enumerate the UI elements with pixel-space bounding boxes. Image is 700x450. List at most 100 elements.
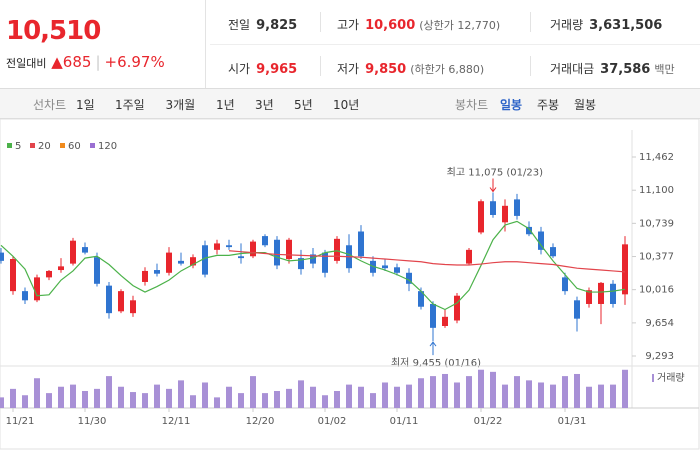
candle-body — [358, 231, 364, 257]
volume-bar — [538, 382, 544, 408]
stat-value: 3,631,506 — [589, 18, 663, 33]
volume-bar — [286, 388, 292, 408]
price: 10,510 — [6, 16, 101, 46]
tab[interactable]: 1주일 — [115, 98, 145, 112]
candle-body — [118, 291, 124, 312]
x-tick-label: 11/21 — [6, 416, 35, 427]
candle-body — [106, 285, 112, 314]
volume-bar — [154, 384, 160, 408]
legend-swatch — [30, 143, 35, 148]
tab-group-label: 봉차트 — [455, 98, 489, 112]
tab-bar: 선차트 1일 1주일 3개월 1년 3년 5년 10년 봉차트 일봉 주봉 월봉 — [0, 89, 700, 119]
legend-label: 60 — [68, 141, 81, 152]
legend-swatch — [90, 143, 95, 148]
stat-value: 9,850 — [365, 62, 407, 77]
volume-bar — [442, 373, 448, 408]
volume-bar — [622, 369, 628, 408]
stat-label: 거래대금 — [550, 62, 595, 76]
legend-label: 5 — [15, 141, 21, 152]
candle-body — [490, 201, 496, 215]
stats-row: 시가 9,965 저가 9,850 (하한가 6,880) 거래대금 37,586 백만 — [210, 46, 700, 90]
stat-value: 10,600 — [365, 18, 416, 33]
candle-body — [610, 283, 616, 304]
y-tick-label: 9,293 — [645, 351, 674, 362]
x-tick-label: 01/02 — [318, 416, 347, 427]
volume-bar — [322, 395, 328, 408]
candle-body — [0, 252, 4, 261]
candle-body — [310, 254, 316, 264]
volume-bar — [130, 392, 136, 408]
tab[interactable]: 3개월 — [165, 98, 196, 112]
candle-body — [166, 252, 172, 273]
candle-body — [238, 256, 244, 259]
volume-bar — [70, 384, 76, 408]
volume-bar — [118, 386, 124, 408]
quote-header: 10,510 전일대비 ▲685 | +6.97% 전일 9,825 고가 10,600(… — [0, 0, 700, 89]
tab-group-label: 선차트 — [33, 98, 67, 112]
candle-body — [274, 239, 280, 266]
stat-value: 9,965 — [256, 62, 298, 77]
candle-body — [214, 243, 220, 250]
candle-body — [154, 270, 160, 274]
candle-body — [322, 252, 328, 273]
candle-body — [334, 238, 340, 261]
candle-body — [298, 258, 304, 270]
volume-bar — [418, 378, 424, 408]
stat-extra: (상한가 12,770) — [419, 19, 501, 32]
volume-bar — [562, 376, 568, 408]
candle-body — [586, 290, 592, 304]
divider — [320, 56, 321, 76]
volume-bar — [598, 384, 604, 408]
tab[interactable]: 일봉 — [500, 98, 523, 112]
candle-body — [574, 300, 580, 319]
candle-body — [406, 272, 412, 284]
volume-bar — [574, 373, 580, 408]
x-tick-label: 01/22 — [474, 416, 503, 427]
tab[interactable]: 월봉 — [574, 98, 597, 112]
y-tick-label: 9,654 — [645, 318, 674, 329]
candle-body — [394, 267, 400, 273]
stats-row: 전일 9,825 고가 10,600 (상한가 12,770) 거래량 3,631,506 — [210, 2, 700, 46]
tab[interactable]: 10년 — [333, 98, 360, 112]
annotation-arrowhead — [429, 341, 437, 347]
volume-bar — [46, 393, 52, 408]
candle-body — [286, 239, 292, 260]
tab[interactable]: 1일 — [76, 98, 95, 112]
volume-bar — [166, 388, 172, 408]
candle-body — [250, 241, 256, 257]
volume-bar — [82, 390, 88, 408]
volume-bar — [334, 390, 340, 408]
candle-body — [70, 240, 76, 264]
volume-bar — [550, 384, 556, 408]
volume-bar — [178, 380, 184, 408]
volume-bar — [10, 388, 16, 408]
x-tick-label: 01/11 — [390, 416, 419, 427]
x-tick-label: 01/31 — [558, 416, 587, 427]
candle-body — [418, 291, 424, 307]
price-box: 10,510 전일대비 ▲685 | +6.97% — [0, 0, 206, 88]
candle-body — [562, 277, 568, 292]
candle-body — [442, 316, 448, 326]
annotation-low: 최저 9,455 (01/16) — [391, 357, 481, 369]
tab[interactable]: 3년 — [255, 98, 274, 112]
change-value: 685 — [62, 53, 92, 71]
volume-bar — [394, 386, 400, 408]
tab[interactable]: 5년 — [294, 98, 313, 112]
candle-body — [82, 247, 88, 253]
tab[interactable]: 1년 — [216, 98, 235, 112]
change-label: 전일대비 — [6, 57, 47, 70]
legend-swatch — [7, 143, 12, 148]
tab[interactable]: 주봉 — [537, 98, 560, 112]
y-tick-label: 10,377 — [639, 252, 674, 263]
volume-bar — [382, 382, 388, 408]
volume-bar — [478, 369, 484, 408]
stat: 거래량 3,631,506 — [550, 16, 662, 33]
candle-body — [622, 244, 628, 295]
candle-body — [502, 205, 508, 223]
y-tick-label: 11,462 — [639, 152, 674, 163]
volume-bar — [406, 384, 412, 408]
legend-swatch — [652, 374, 654, 382]
stat: 시가 9,965 — [228, 60, 297, 77]
volume-bar — [490, 371, 496, 408]
